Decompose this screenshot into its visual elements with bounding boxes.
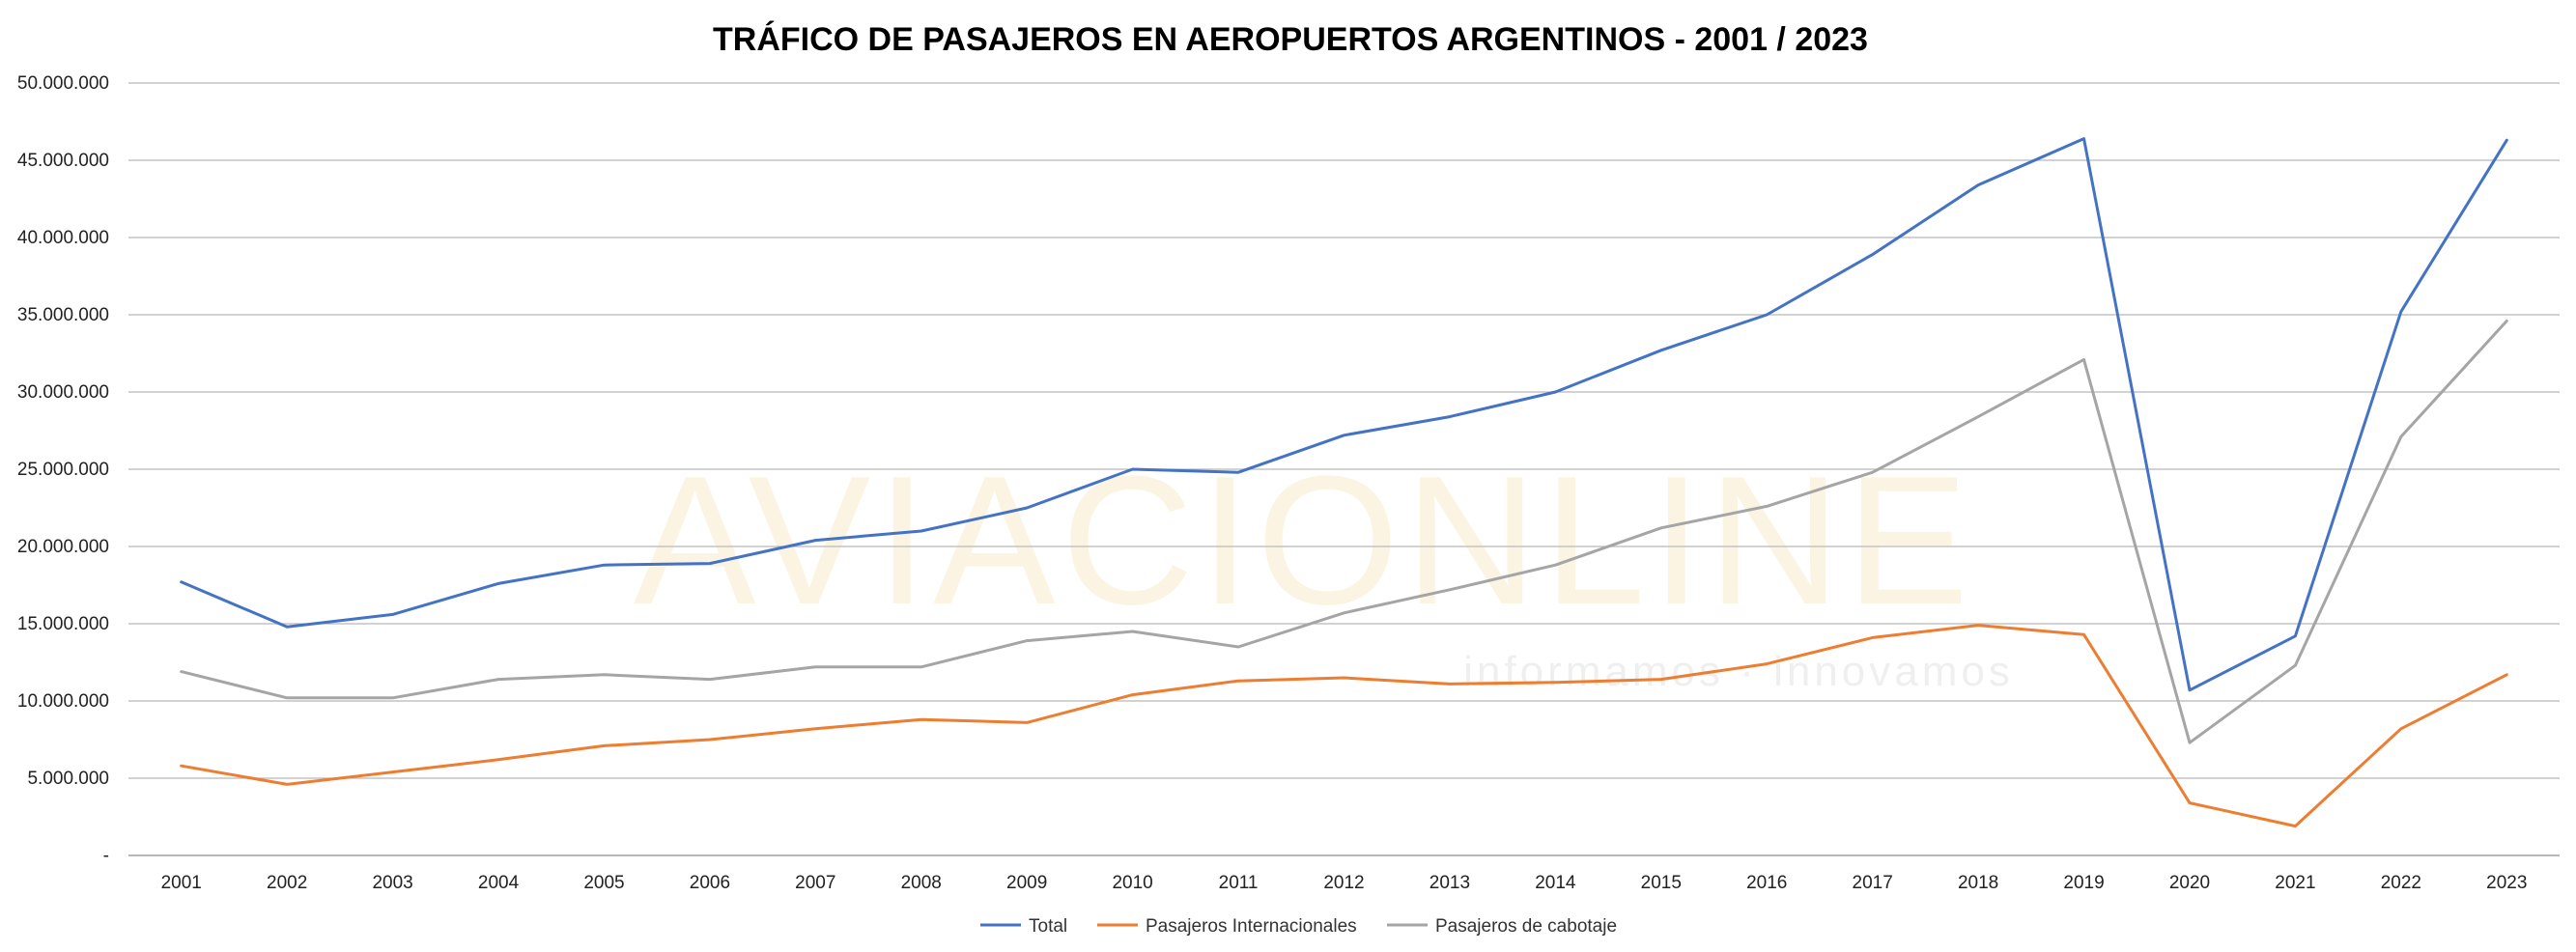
x-tick-label: 2021 <box>2275 873 2315 893</box>
x-tick-label: 2014 <box>1535 873 1576 893</box>
x-tick-label: 2012 <box>1323 873 1364 893</box>
legend-label: Pasajeros de cabotaje <box>1435 916 1617 937</box>
x-tick-label: 2001 <box>161 873 202 893</box>
x-tick-label: 2008 <box>901 873 942 893</box>
x-tick-label: 2016 <box>1746 873 1787 893</box>
x-tick-label: 2004 <box>478 873 520 893</box>
watermark: AVIACIONLINE informamos · innovamos <box>634 438 2014 695</box>
y-tick-label: 50.000.000 <box>17 73 109 94</box>
series-lines <box>180 137 2508 828</box>
x-tick-label: 2013 <box>1430 873 1470 893</box>
x-axis-ticks: 2001 2002 2003 2004 2005 2006 2007 2008 2009 2010… <box>161 873 2528 893</box>
watermark-tagline: informamos · innovamos <box>1463 648 2014 695</box>
x-tick-label: 2003 <box>372 873 412 893</box>
gridlines <box>128 82 2560 856</box>
y-tick-label: - <box>103 846 109 866</box>
x-tick-label: 2007 <box>795 873 835 893</box>
x-tick-label: 2005 <box>583 873 624 893</box>
y-tick-label: 25.000.000 <box>17 460 109 480</box>
y-tick-label: 5.000.000 <box>27 769 109 789</box>
x-tick-label: 2006 <box>690 873 730 893</box>
x-tick-label: 2011 <box>1219 873 1259 893</box>
watermark-brand: AVIACIONLINE <box>634 438 1974 643</box>
legend: Total Pasajeros Internacionales Pasajeros … <box>980 916 1617 937</box>
y-tick-label: 30.000.000 <box>17 382 109 403</box>
legend-label: Total <box>1029 916 1067 937</box>
x-tick-label: 2023 <box>2486 873 2527 893</box>
y-tick-label: 15.000.000 <box>17 614 109 634</box>
y-axis-ticks: - 5.000.000 10.000.000 15.000.000 20.000.000… <box>17 73 109 866</box>
y-tick-label: 35.000.000 <box>17 305 109 325</box>
y-tick-label: 40.000.000 <box>17 228 109 248</box>
x-tick-label: 2002 <box>267 873 307 893</box>
x-tick-label: 2020 <box>2169 873 2210 893</box>
y-tick-label: 10.000.000 <box>17 691 109 712</box>
legend-label: Pasajeros Internacionales <box>1146 916 1357 937</box>
x-tick-label: 2019 <box>2063 873 2104 893</box>
x-tick-label: 2015 <box>1641 873 1682 893</box>
series-line-pasajeros-de-cabotaje <box>180 319 2508 744</box>
x-tick-label: 2022 <box>2381 873 2421 893</box>
series-line-total <box>180 137 2508 692</box>
chart-title: TRÁFICO DE PASAJEROS EN AEROPUERTOS ARGE… <box>713 21 1868 58</box>
x-tick-label: 2010 <box>1112 873 1152 893</box>
series-line-pasajeros-internacionales <box>180 624 2508 828</box>
x-tick-label: 2018 <box>1958 873 1998 893</box>
x-tick-label: 2017 <box>1853 873 1893 893</box>
y-tick-label: 20.000.000 <box>17 537 109 557</box>
y-tick-label: 45.000.000 <box>17 151 109 171</box>
x-tick-label: 2009 <box>1006 873 1047 893</box>
